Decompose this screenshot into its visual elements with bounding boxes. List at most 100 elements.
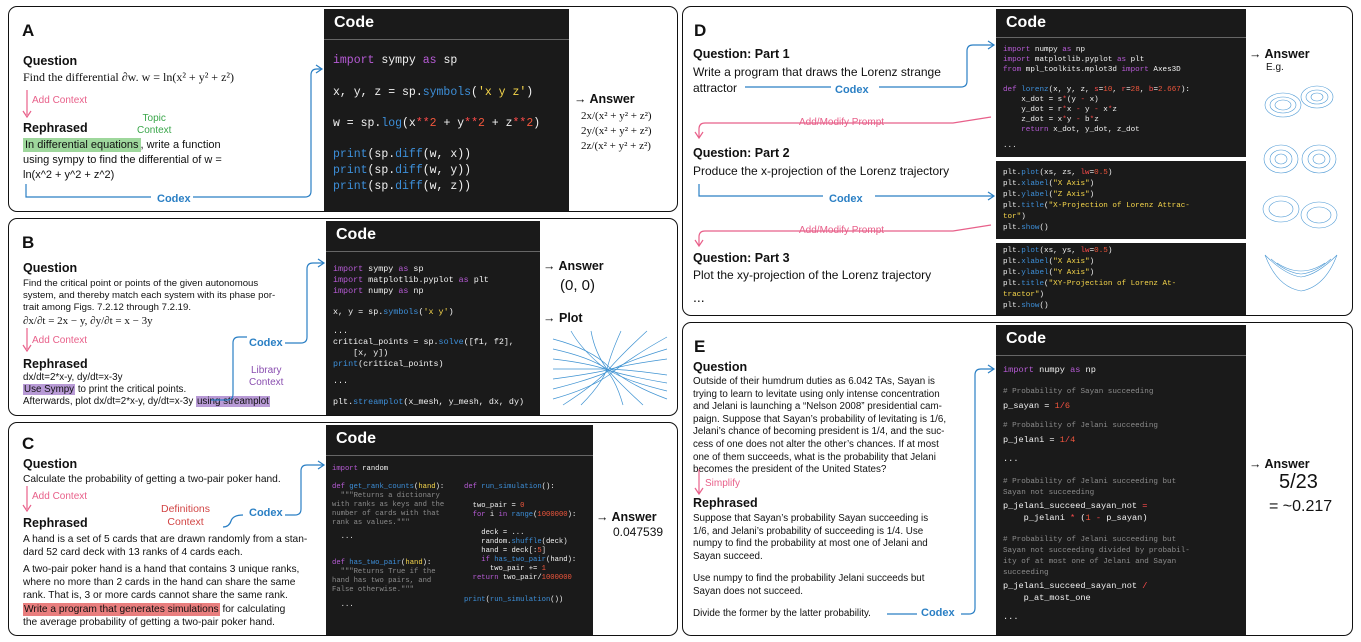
code-line: import matplotlib.pyplot as plt <box>1003 56 1145 64</box>
question-part2-text: Produce the x-projection of the Lorenz t… <box>693 164 950 178</box>
code-line: x_dot = s*(y - x) <box>1003 96 1099 104</box>
rephrased-line: Afterwards, plot dx/dt=2*x-y, dy/dt=x-3y… <box>23 396 270 407</box>
code-line: Sayan not succeeding <box>1003 489 1095 497</box>
code-line: """Returns True if the <box>332 568 436 576</box>
question-text: Calculate the probability of getting a t… <box>23 474 281 485</box>
streamplot-image <box>552 330 668 406</box>
code-line: ... <box>332 601 354 609</box>
code-line: import sympy as sp <box>333 54 458 67</box>
panel-e: E Question Outside of their humdrum duti… <box>682 322 1353 636</box>
rephrased-label: Rephrased <box>23 121 88 135</box>
question-text: trait among Figs. 7.2.12 through 7.2.19. <box>23 302 191 313</box>
code-line: number of cards with that <box>332 510 440 518</box>
codex-label: Codex <box>921 607 955 619</box>
code-line: def lorenz(x, y, z, s=10, r=28, b=2.667)… <box>1003 86 1190 94</box>
code-line: # Probability of Jelani succeeding <box>1003 422 1158 430</box>
code-line: plt.xlabel("X Axis") <box>1003 180 1095 188</box>
text-line: trying to learn to levitate using only i… <box>693 388 940 400</box>
code-line: tractor") <box>1003 291 1045 299</box>
code-block: Code import sympy as sp x, y, z = sp.sym… <box>324 9 569 211</box>
code-line: two_pair += 1 <box>464 565 546 573</box>
rephrased-last-line: Divide the former by the latter probabil… <box>693 608 871 619</box>
question-label: Question <box>23 261 78 275</box>
rephrased-text: Use numpy to find the probability Jelani… <box>693 573 924 598</box>
text-line: Sayan does not succeed. <box>693 585 804 597</box>
rephrased-line: Use Sympy to print the critical points. <box>23 384 187 395</box>
rephrased-line: Write a program that generates simulatio… <box>23 603 286 616</box>
code-line: def run_simulation(): <box>464 483 555 491</box>
question-text: Find the differential ∂w. w = ln(x² + y²… <box>23 70 234 84</box>
code-line: p_jelani_succeed_sayan_not / <box>1003 581 1148 591</box>
rephrased-line: A two-pair poker hand is a hand that con… <box>23 564 300 575</box>
answer-approx: = ~0.217 <box>1269 498 1333 515</box>
answer-fraction: 5/23 <box>1279 471 1318 493</box>
panel-d: D Question: Part 1 Write a program that … <box>682 6 1353 316</box>
code-line: tor") <box>1003 213 1026 221</box>
text-line: Jelani’s chance of becoming president is… <box>693 426 945 438</box>
code-line: plt.ylabel("Y Axis") <box>1003 269 1095 277</box>
rephrased-label: Rephrased <box>693 496 758 510</box>
code-line: plt.xlabel("X Axis") <box>1003 258 1095 266</box>
answer-label: → Answer <box>574 92 635 106</box>
answer-value: 2z/(x² + y² + z²) <box>581 140 651 152</box>
rephrased-line: the average probability of getting a two… <box>23 617 276 628</box>
flow-arrows <box>22 64 324 198</box>
code-block: plt.plot(xs, ys, lw=0.5) plt.xlabel("X A… <box>996 243 1246 315</box>
code-line: random.shuffle(deck) <box>464 538 568 546</box>
code-title: Code <box>336 226 376 243</box>
panel-letter: B <box>22 233 35 252</box>
code-line: import numpy as np <box>1003 46 1086 54</box>
flow-arrows <box>22 258 326 401</box>
code-block: plt.plot(xs, zs, lw=0.5) plt.xlabel("X A… <box>996 161 1246 239</box>
question-part1-text: attractor <box>693 81 738 95</box>
flow-arrows <box>694 40 996 248</box>
question-text: Outside of their humdrum duties as 6.042… <box>693 376 946 477</box>
code-line: critical_points = sp.solve([f1, f2], <box>333 337 514 347</box>
question-label: Question <box>693 360 748 374</box>
codex-label: Codex <box>829 193 863 205</box>
code-block: Code import random def get_rank_counts(h… <box>326 425 593 635</box>
code-line: print(sp.diff(w, z)) <box>333 180 472 193</box>
rephrased-line: A hand is a set of 5 cards that are draw… <box>23 534 308 545</box>
text-line: numpy to find the probability at most on… <box>693 538 928 550</box>
question-part2-label: Question: Part 2 <box>693 146 790 160</box>
rephrased-line: dx/dt=2*x-y, dy/dt=x-3y <box>23 372 123 383</box>
rephrased-line: dard 52 card deck with 13 ranks of 4 car… <box>23 547 243 558</box>
code-line: plt.plot(xs, zs, lw=0.5) <box>1003 169 1113 177</box>
text-line: becomes the president of the United Stat… <box>693 464 887 476</box>
question-label: Question <box>23 54 78 68</box>
question-part1-label: Question: Part 1 <box>693 47 790 61</box>
code-block: Code import sympy as sp import matplotli… <box>326 221 540 415</box>
code-line: ... <box>1003 612 1019 622</box>
code-line: ... <box>1003 142 1017 150</box>
rephrased-line-1: In differential equations, write a funct… <box>23 138 221 152</box>
code-line: print(sp.diff(w, y)) <box>333 164 472 177</box>
question-text: system, and thereby match each system wi… <box>23 290 276 301</box>
code-line: with ranks as keys and the <box>332 501 445 509</box>
panel-c: C Question Calculate the probability of … <box>8 422 678 636</box>
text-line: paign. Suppose that Sayan’s probability … <box>693 413 947 425</box>
text-line: Outside of their humdrum duties as 6.042… <box>693 376 935 387</box>
panel-b: B Question Find the critical point or po… <box>8 218 678 416</box>
code-line: return two_pair/1000000 <box>472 574 572 582</box>
code-line: rank as values.""" <box>332 519 410 527</box>
code-line: plt.ylabel("Z Axis") <box>1003 191 1095 199</box>
plot-label: → Plot <box>543 311 583 325</box>
code-line: plt.title("XY-Projection of Lorenz At- <box>1003 280 1177 288</box>
codex-label: Codex <box>249 337 283 349</box>
add-context-label: Add Context <box>32 491 88 502</box>
rephrased-line-2: using sympy to find the differential of … <box>23 154 222 166</box>
code-line: ity of at most one of Jelani and Sayan <box>1003 558 1177 566</box>
answer-value: 0.047539 <box>613 525 664 539</box>
text-line: one of them succeeds, what is the probab… <box>693 451 936 463</box>
code-line: Sayan not succeeding divided by probabil… <box>1003 547 1190 555</box>
code-line: # Probability of Jelani succeeding but <box>1003 536 1177 544</box>
code-line: def has_two_pair(hand): <box>332 559 432 567</box>
code-line: plt.show() <box>1003 224 1049 232</box>
code-line: def get_rank_counts(hand): <box>332 483 445 491</box>
code-line: import matplotlib.pyplot as plt <box>333 275 489 285</box>
panel-a: A Question Find the differential ∂w. w =… <box>8 6 678 212</box>
code-line: print(sp.diff(w, x)) <box>333 148 472 161</box>
code-line: p_jelani * (1 - p_sayan) <box>1003 513 1148 523</box>
code-line: for i in range(1000000): <box>472 511 577 519</box>
